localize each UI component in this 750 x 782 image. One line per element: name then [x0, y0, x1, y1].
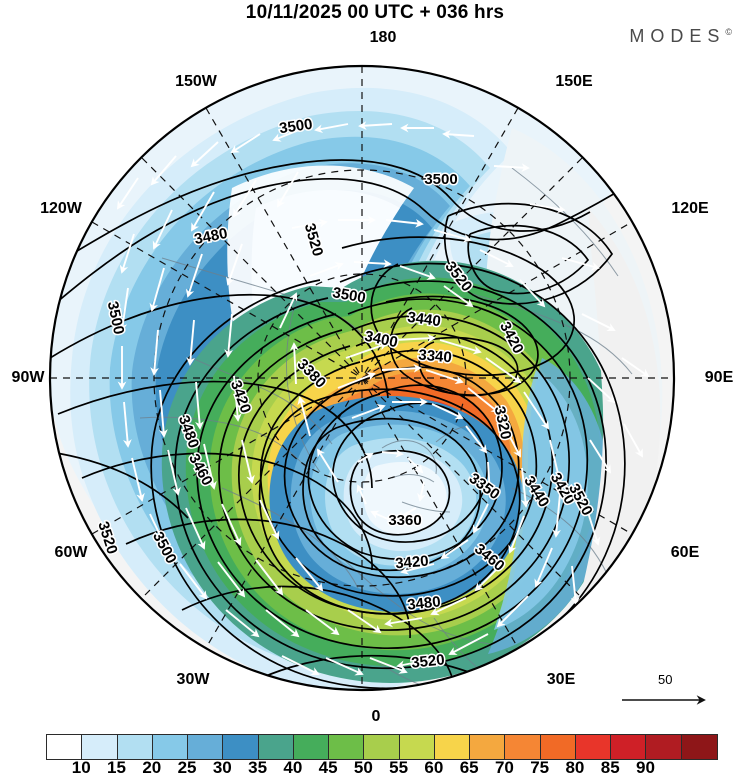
colorbar-tick-labels: 10 15 20 25 30 35 40 45 50 55 60 65 70 75 80 85 90: [46, 758, 716, 782]
colorbar-cell: [646, 735, 682, 759]
lon-label-30e: 30E: [546, 671, 576, 688]
geopotential-height-contours: [50, 159, 657, 690]
colorbar-tick: 30: [212, 758, 232, 777]
wind-vectors: [116, 121, 650, 690]
colorbar-tick: 75: [530, 758, 550, 777]
lon-label-0: 0: [371, 708, 381, 725]
colorbar-tick: 45: [318, 758, 338, 777]
reference-vector-arrow: [622, 695, 706, 705]
colorbar-tick: 65: [459, 758, 479, 777]
reference-vector-label: 50: [658, 672, 673, 687]
page-title: 10/11/2025 00 UTC + 036 hrs: [245, 2, 505, 23]
colorbar-cell: [329, 735, 365, 759]
colorbar-cell: [540, 735, 576, 759]
colorbar-tick: 55: [389, 758, 409, 777]
lon-label-150w: 150W: [175, 73, 217, 90]
colorbar-cell: [152, 735, 188, 759]
colorbar-cell: [188, 735, 224, 759]
colorbar-cell: [82, 735, 118, 759]
brand-text: MODES: [629, 26, 726, 46]
colorbar-tick: 40: [283, 758, 303, 777]
lon-label-180: 180: [369, 29, 397, 46]
colorbar-tick: 10: [71, 758, 91, 777]
colorbar-cell: [223, 735, 259, 759]
modes-logo: MODES©: [629, 26, 732, 47]
map-canvas: [48, 64, 676, 692]
colorbar-cell: [293, 735, 329, 759]
lon-label-120w: 120W: [40, 200, 82, 217]
colorbar-tick: 60: [424, 758, 444, 777]
colorbar-cell: [611, 735, 647, 759]
polar-stereographic-map: 3500 3500 3480 3520 3520 3500 3440 3400 3420 3340…: [42, 58, 682, 698]
colorbar-tick: 70: [494, 758, 514, 777]
lon-label-120e: 120E: [671, 200, 709, 217]
map-boundary: [48, 64, 676, 692]
colorbar-cell: [47, 735, 83, 759]
colorbar-tick: 25: [177, 758, 197, 777]
lon-label-90e: 90E: [704, 369, 734, 386]
colorbar-tick: 90: [636, 758, 655, 777]
colorbar-cell: [575, 735, 611, 759]
colorbar: [46, 734, 718, 760]
copyright-mark: ©: [725, 27, 732, 37]
colorbar-tick: 80: [565, 758, 585, 777]
colorbar-cell: [399, 735, 435, 759]
lon-label-30w: 30W: [176, 671, 210, 688]
colorbar-cell: [258, 735, 294, 759]
colorbar-cell: [681, 735, 717, 759]
lon-label-60w: 60W: [54, 544, 88, 561]
colorbar-tick: 50: [353, 758, 373, 777]
colorbar-cell: [364, 735, 400, 759]
lon-label-60e: 60E: [670, 544, 700, 561]
lon-label-150e: 150E: [555, 73, 593, 90]
colorbar-tick: 20: [142, 758, 162, 777]
colorbar-cell: [505, 735, 541, 759]
colorbar-cell: [470, 735, 506, 759]
colorbar-tick: 35: [248, 758, 268, 777]
lon-label-90w: 90W: [11, 369, 45, 386]
colorbar-tick: 15: [107, 758, 126, 777]
reference-vector: 50: [620, 672, 730, 714]
colorbar-cell: [434, 735, 470, 759]
colorbar-cell: [117, 735, 153, 759]
colorbar-tick: 85: [600, 758, 620, 777]
